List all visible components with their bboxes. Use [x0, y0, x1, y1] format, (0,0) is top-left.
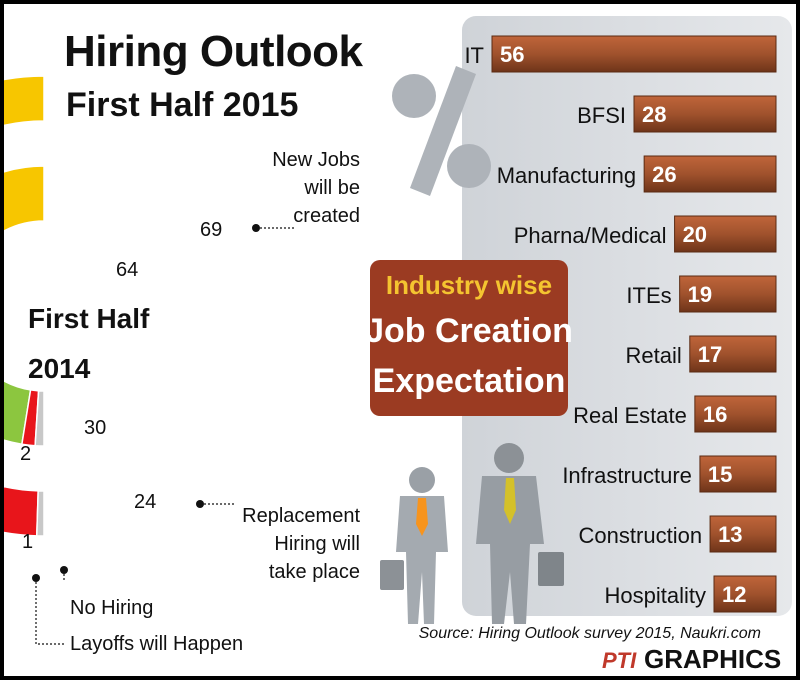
industry-category-label: Construction — [579, 523, 703, 548]
industry-bar-value: 15 — [708, 462, 732, 487]
value-label-2015-replacement: 24 — [134, 491, 156, 513]
donut-outer-ring-2015 — [4, 75, 45, 537]
industry-bar-value: 19 — [688, 282, 712, 307]
donut-slice-2015-no-hiring — [4, 485, 39, 537]
industry-category-label: Retail — [626, 343, 682, 368]
leader-dot-new-jobs — [252, 224, 260, 232]
businessmen-silhouette-icon — [380, 443, 564, 624]
agency-logo: PTI — [602, 648, 637, 673]
annotation-replacement-line3: take place — [269, 561, 360, 583]
industry-bar — [709, 515, 777, 553]
industry-bar-value: 26 — [652, 162, 676, 187]
annotation-new-jobs-line3: created — [293, 205, 360, 227]
industry-category-label: Pharna/Medical — [514, 223, 667, 248]
annotation-layoffs: Layoffs will Happen — [70, 633, 243, 655]
donut-slice-2014-layoffs — [34, 390, 45, 447]
industry-bar — [689, 335, 777, 373]
industry-bar-value: 56 — [500, 42, 524, 67]
industry-category-label: ITEs — [626, 283, 671, 308]
industry-box-line3: Expectation — [373, 362, 566, 400]
inner-ring-label-line1: First Half — [28, 303, 150, 334]
industry-category-label: Real Estate — [573, 403, 687, 428]
industry-bar-value: 17 — [698, 342, 722, 367]
industry-bar-chart: 56 IT 28 BFSI 26 Manufacturing 20 Pharna/Medica… — [464, 35, 777, 613]
industry-bar — [713, 575, 777, 613]
industry-bar-value: 16 — [703, 402, 727, 427]
source-note: Source: Hiring Outlook survey 2015, Nauk… — [419, 625, 761, 642]
leader-dot-no-hiring — [60, 566, 68, 574]
inner-ring-label-line2: 2014 — [28, 353, 91, 384]
donut-slice-2015-layoffs — [36, 490, 45, 537]
donut-slice-2015-new-jobs — [4, 75, 45, 127]
annotation-new-jobs-line2: will be — [303, 177, 360, 199]
annotation-leaders — [35, 227, 294, 645]
value-label-2014-replacement: 30 — [84, 417, 106, 439]
industry-bar-value: 12 — [722, 582, 746, 607]
annotation-replacement-line2: Hiring will — [274, 533, 360, 555]
industry-category-label: IT — [464, 43, 484, 68]
industry-bar-value: 28 — [642, 102, 666, 127]
value-label-2015-new-jobs: 69 — [200, 219, 222, 241]
industry-category-label: Manufacturing — [497, 163, 636, 188]
value-label-2014-layoffs: 2 — [20, 443, 31, 465]
value-label-2015-no-hiring: 6 — [48, 531, 59, 553]
industry-category-label: Infrastructure — [562, 463, 692, 488]
chart-subtitle: First Half 2015 — [66, 86, 298, 124]
annotation-replacement-line1: Replacement — [242, 505, 360, 527]
industry-title-box — [370, 260, 568, 416]
value-label-2014-no-hiring: 3 — [36, 443, 47, 465]
graphics-label: GRAPHICS — [644, 644, 781, 674]
industry-bar — [674, 215, 777, 253]
industry-bar-value: 20 — [683, 222, 707, 247]
hiring-outlook-chart: Hiring Outlook First Half 2015 First Hal… — [4, 16, 792, 674]
chart-title: Hiring Outlook — [64, 27, 364, 76]
industry-bar-value: 13 — [718, 522, 742, 547]
industry-bar — [633, 95, 777, 133]
industry-box-line1: Industry wise — [386, 270, 552, 300]
annotation-new-jobs-line1: New Jobs — [272, 149, 360, 171]
industry-category-label: BFSI — [577, 103, 626, 128]
leader-dot-layoffs — [32, 574, 40, 582]
leader-dot-replacement — [196, 500, 204, 508]
value-label-2014-new-jobs: 64 — [116, 259, 138, 281]
industry-bar — [694, 395, 777, 433]
industry-bar — [643, 155, 777, 193]
industry-bar — [491, 35, 777, 73]
annotation-no-hiring: No Hiring — [70, 597, 153, 619]
percent-icon — [392, 66, 491, 196]
industry-bar — [699, 455, 777, 493]
industry-box-line2: Job Creation — [365, 312, 573, 350]
donut-slice-2014-new-jobs — [4, 165, 45, 232]
value-label-2015-layoffs: 1 — [22, 531, 33, 553]
industry-bar — [679, 275, 777, 313]
infographic-panel: Hiring Outlook First Half 2015 First Hal… — [4, 4, 796, 676]
industry-category-label: Hospitality — [605, 583, 706, 608]
donut-inner-ring-2014 — [4, 165, 45, 447]
